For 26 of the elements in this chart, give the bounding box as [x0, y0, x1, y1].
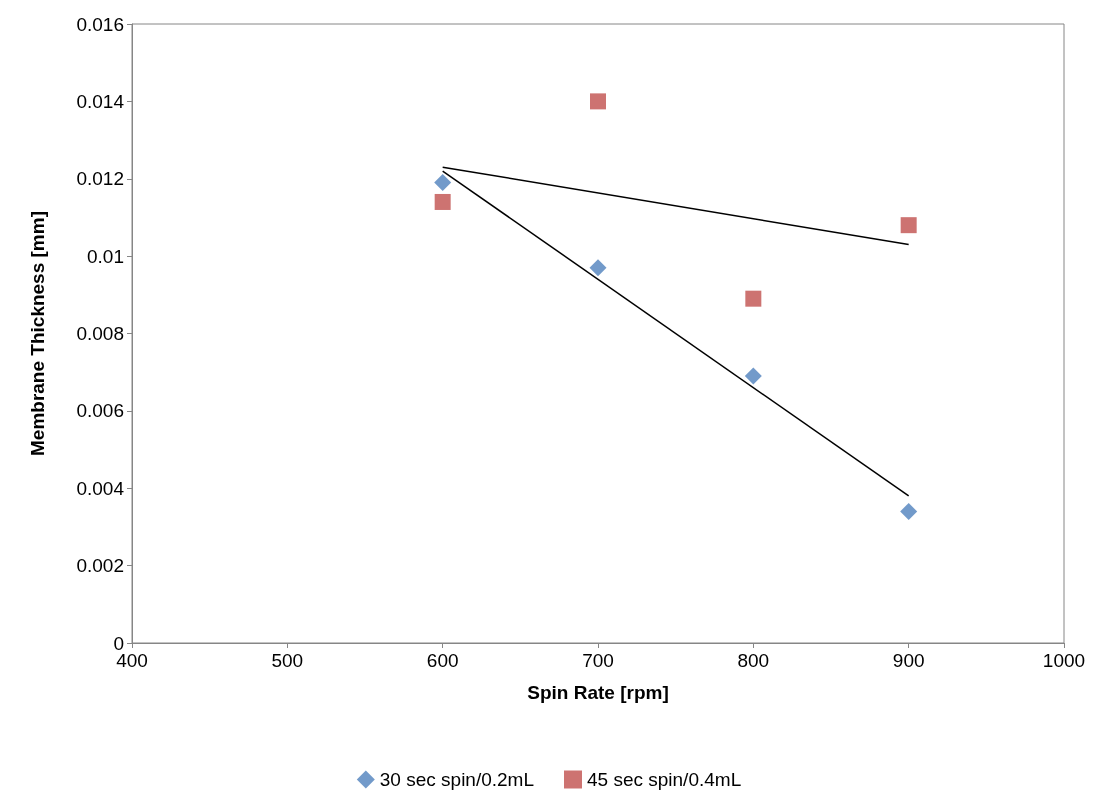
x-tick-label: 900 [892, 650, 925, 671]
legend-label: 45 sec spin/0.4mL [587, 769, 742, 790]
y-axis-title: Membrane Thickness [mm] [27, 211, 48, 456]
point [900, 217, 917, 234]
point [590, 93, 606, 110]
x-tick-label: 700 [582, 650, 614, 671]
y-tick-label: 0.012 [76, 168, 124, 190]
y-tick-label: 0.01 [87, 245, 124, 267]
point [745, 290, 762, 307]
y-tick-label: 0.016 [76, 13, 124, 35]
y-tick-label: 0.008 [76, 323, 124, 344]
y-tick-label: 0.002 [76, 555, 124, 577]
point [744, 367, 762, 385]
x-tick-label: 500 [271, 650, 304, 671]
x-axis-title: Spin Rate [rpm] [527, 682, 669, 703]
y-tick-label: 0.006 [76, 400, 124, 422]
y-tick-label: 0.004 [76, 477, 125, 499]
y-tick-label: 0.014 [76, 90, 125, 112]
point [900, 502, 918, 520]
point [589, 259, 607, 277]
x-tick-label: 600 [426, 650, 459, 671]
x-tick-label: 800 [737, 650, 770, 671]
point [434, 193, 451, 210]
point [434, 174, 452, 192]
x-tick-label: 1000 [1042, 650, 1086, 671]
legend-label: 30 sec spin/0.2mL [379, 769, 534, 790]
